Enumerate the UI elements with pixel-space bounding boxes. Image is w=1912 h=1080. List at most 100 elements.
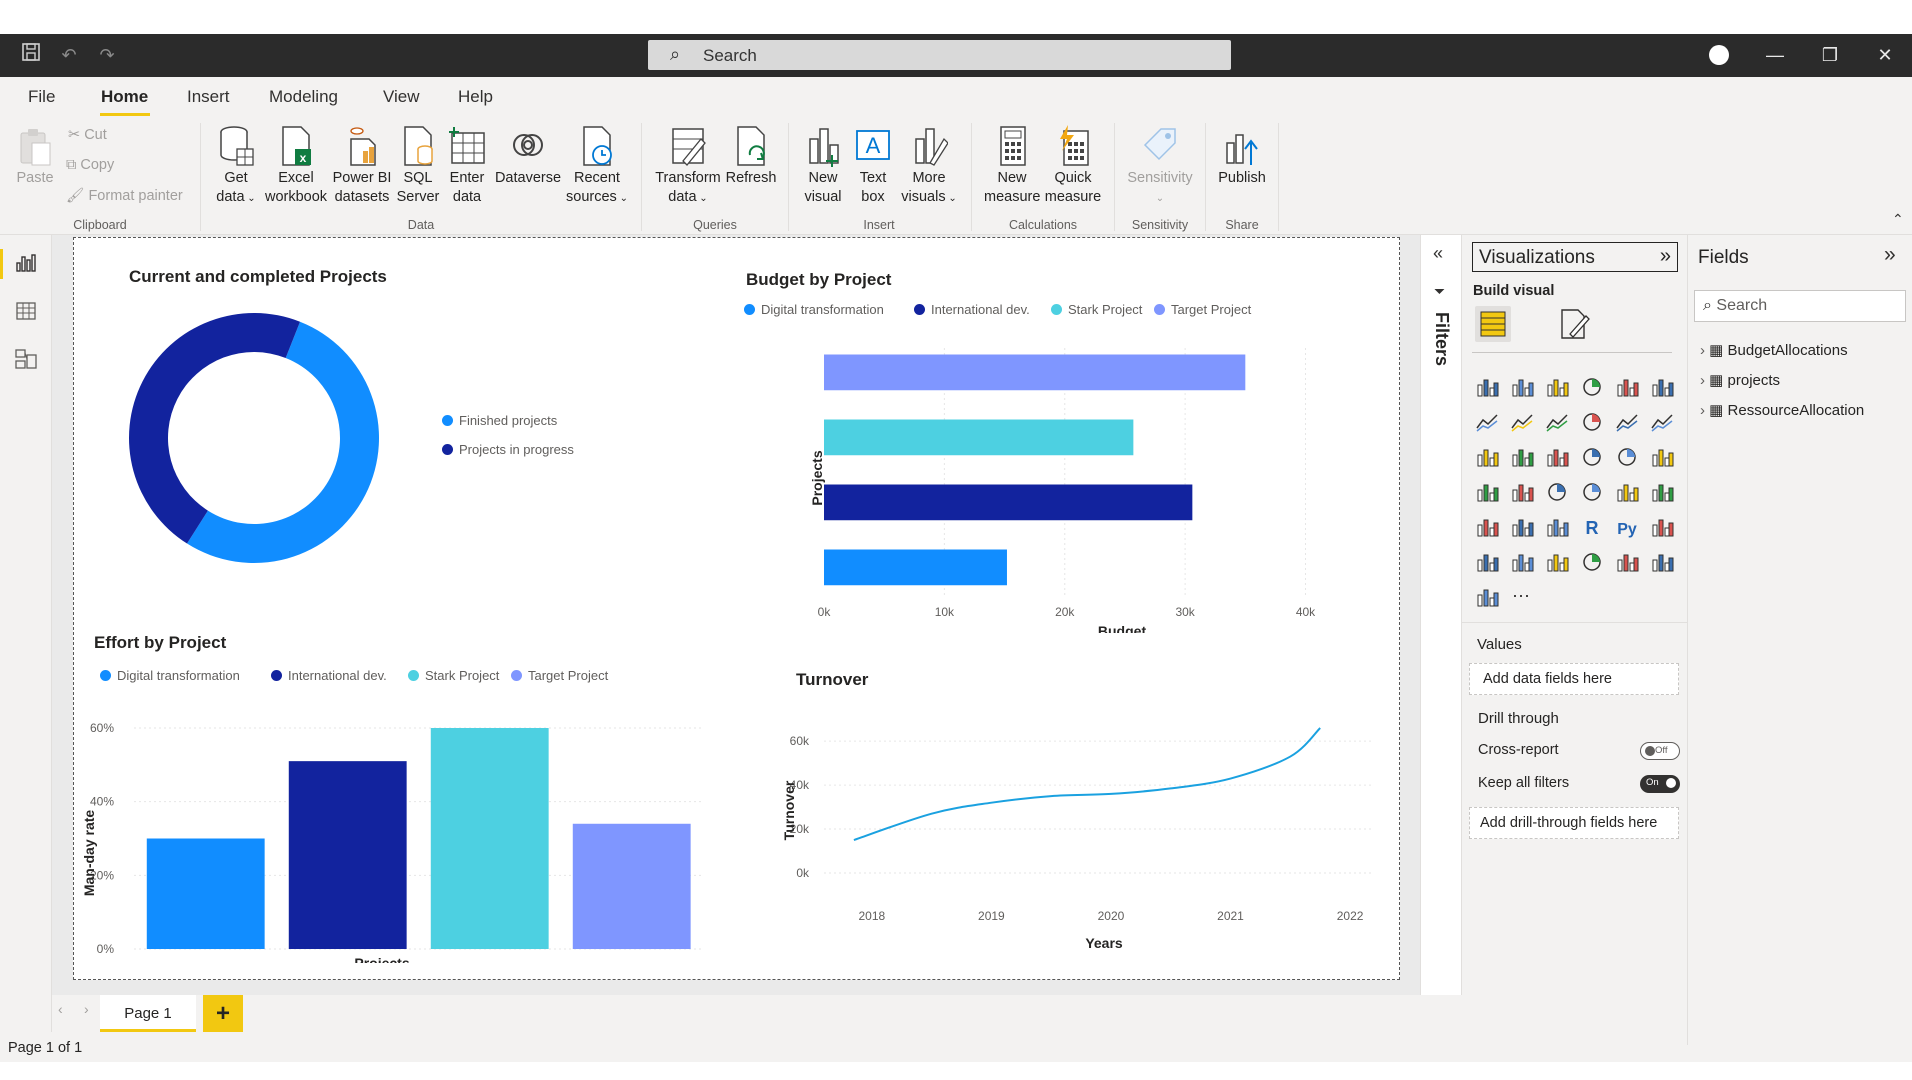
drill-through-well[interactable]: Add drill-through fields here [1469,807,1679,839]
report-view-icon[interactable] [14,251,38,275]
viz-kpi-icon[interactable] [1650,480,1676,506]
restore-icon[interactable]: ❐ [1821,45,1839,65]
quick-measure-button[interactable]: Quick measure [1042,125,1104,207]
viz-python-visual-icon[interactable]: Py [1615,515,1641,541]
menu-insert[interactable]: Insert [187,87,230,106]
build-visual-tab[interactable] [1475,306,1511,342]
menu-file[interactable]: File [28,87,56,106]
viz-filled-map-icon[interactable] [1510,480,1536,506]
fields-search-input[interactable]: ⌕ Search [1694,290,1906,322]
save-icon[interactable] [18,42,44,68]
dataverse-button[interactable]: Dataverse [492,125,564,188]
legend-digital[interactable]: Digital transformation [744,302,884,317]
legend-finished[interactable]: Finished projects [442,413,557,428]
filters-pane[interactable]: « ⏷ [1420,235,1462,995]
viz-table-icon[interactable] [1510,515,1536,541]
collapse-fields-icon[interactable]: » [1884,243,1896,266]
page-tab-1[interactable]: Page 1 [100,995,196,1032]
new-measure-button[interactable]: New measure [984,125,1040,207]
transform-data-button[interactable]: Transform data ⌄ [652,125,724,208]
viz-multi-row-card-icon[interactable] [1615,480,1641,506]
viz-qa-icon[interactable] [1510,550,1536,576]
get-data-button[interactable]: Get data ⌄ [208,125,264,208]
viz-clustered-column-icon[interactable] [1580,375,1606,401]
values-well[interactable]: Add data fields here [1469,663,1679,695]
viz-treemap-icon[interactable] [1650,445,1676,471]
legend-digital[interactable]: Digital transformation [100,668,240,683]
viz-line-clustered-column-icon[interactable] [1615,410,1641,436]
viz-map-icon[interactable] [1475,480,1501,506]
field-table-projects[interactable]: › ▦ projects [1700,372,1781,389]
donut-chart[interactable] [119,303,389,573]
legend-target[interactable]: Target Project [1154,302,1251,317]
format-painter-button[interactable]: 🖌 Format painter [66,188,183,204]
viz-smart-narrative-icon[interactable] [1545,550,1571,576]
power-bi-datasets-button[interactable]: Power BI datasets [330,125,394,207]
viz-matrix-icon[interactable] [1545,515,1571,541]
viz-line-chart-icon[interactable] [1475,410,1501,436]
viz-key-influencers-icon[interactable] [1650,515,1676,541]
format-visual-tab[interactable] [1556,306,1592,342]
legend-stark[interactable]: Stark Project [1051,302,1142,317]
viz-gauge-icon[interactable] [1545,480,1571,506]
viz-stacked-bar-icon[interactable] [1475,375,1501,401]
viz-stacked-column-icon[interactable] [1510,375,1536,401]
viz-card-icon[interactable] [1580,480,1606,506]
data-view-icon[interactable] [14,299,38,323]
viz-line-column-icon[interactable] [1580,410,1606,436]
viz-stacked-area-icon[interactable] [1545,410,1571,436]
text-box-button[interactable]: A Text box [850,125,896,207]
collapse-visualizations-icon[interactable]: » [1659,245,1671,267]
menu-home[interactable]: Home [101,87,149,106]
paste-button[interactable]: Paste [14,127,56,188]
legend-international[interactable]: International dev. [914,302,1030,317]
publish-button[interactable]: Publish [1214,125,1270,188]
cross-report-toggle[interactable]: Off [1640,742,1680,760]
enter-data-button[interactable]: Enter data [444,125,490,207]
expand-filters-icon[interactable]: « [1433,243,1444,263]
viz-paginated-report-icon[interactable] [1580,550,1606,576]
sql-server-button[interactable]: SQL Server [394,125,442,207]
viz-power-automate-flow-icon[interactable] [1475,585,1501,611]
more-visuals-button[interactable]: More visuals ⌄ [898,125,960,208]
next-page-icon[interactable]: › [84,1001,89,1017]
filters-label[interactable]: Filters [1432,312,1452,367]
collapse-ribbon-icon[interactable]: ⌃ [1892,211,1904,227]
legend-stark[interactable]: Stark Project [408,668,499,683]
refresh-button[interactable]: Refresh [724,125,778,188]
legend-target[interactable]: Target Project [511,668,608,683]
viz-power-apps-icon[interactable] [1615,550,1641,576]
copy-button[interactable]: ⧉ Copy [66,157,115,173]
viz-100-stacked-bar-icon[interactable] [1615,375,1641,401]
excel-workbook-button[interactable]: x Excel workbook [262,125,330,207]
turnover-line-chart[interactable]: 0k 20k 40k 60k 2018 2019 2020 2021 2022 Years Turn… [774,708,1394,963]
model-view-icon[interactable] [14,347,38,371]
sensitivity-button[interactable]: Sensitivity ⌄ [1122,125,1198,208]
legend-in-progress[interactable]: Projects in progress [442,442,574,457]
viz-clustered-bar-icon[interactable] [1545,375,1571,401]
menu-modeling[interactable]: Modeling [269,87,338,106]
prev-page-icon[interactable]: ‹ [58,1001,63,1017]
redo-icon[interactable]: ↷ [99,45,115,65]
minimize-icon[interactable]: — [1766,45,1784,65]
visualizations-header[interactable]: Visualizations » [1472,242,1678,272]
viz-funnel-icon[interactable] [1510,445,1536,471]
recent-sources-button[interactable]: Recent sources ⌄ [564,125,630,208]
undo-icon[interactable]: ↶ [61,45,77,65]
viz-donut-icon[interactable] [1615,445,1641,471]
avatar[interactable] [1709,45,1729,65]
viz-area-chart-icon[interactable] [1510,410,1536,436]
viz-power-automate-icon[interactable] [1650,550,1676,576]
cut-button[interactable]: ✂ Cut [68,127,107,143]
menu-view[interactable]: View [383,87,420,106]
viz-waterfall-icon[interactable] [1475,445,1501,471]
add-page-button[interactable]: + [203,995,243,1032]
report-page[interactable]: Current and completed Projects Finished … [73,237,1400,980]
menu-help[interactable]: Help [458,87,493,106]
viz-slicer-icon[interactable] [1475,515,1501,541]
viz-ribbon-chart-icon[interactable] [1650,410,1676,436]
viz-scatter-icon[interactable] [1545,445,1571,471]
viz-pie-icon[interactable] [1580,445,1606,471]
field-table-budgetallocations[interactable]: › ▦ BudgetAllocations [1700,342,1848,359]
legend-international[interactable]: International dev. [271,668,387,683]
